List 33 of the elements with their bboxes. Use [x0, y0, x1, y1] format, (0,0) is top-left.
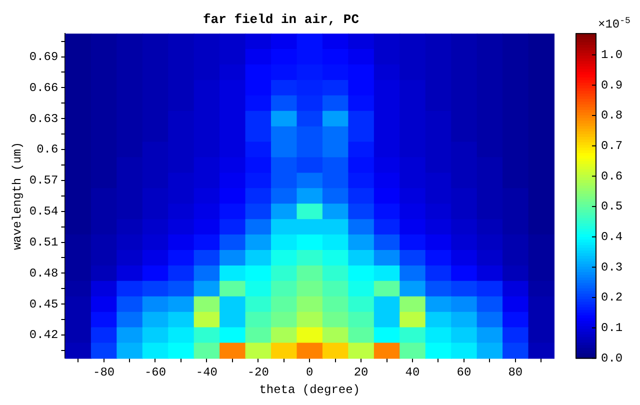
color-bar-label: 0.4 — [601, 230, 623, 244]
x-tick-label: 40 — [405, 366, 420, 380]
y-tick-label: 0.63 — [29, 112, 58, 126]
x-tick-label: -60 — [144, 366, 166, 380]
color-bar-label: 0.1 — [601, 321, 623, 336]
color-bar-label: 1.0 — [601, 48, 623, 62]
color-bar-label: 0.2 — [601, 290, 623, 305]
y-tick-label: 0.51 — [29, 235, 58, 250]
y-tick-label: 0.57 — [29, 174, 58, 188]
y-tick-label: 0.42 — [29, 328, 58, 342]
x-tick-label: 20 — [354, 366, 368, 380]
x-tick-label: -20 — [247, 366, 269, 380]
y-tick-label: 0.48 — [29, 266, 58, 280]
y-tick-label: 0.66 — [29, 80, 58, 95]
chart-title: far field in air, PC — [202, 12, 360, 28]
color-bar-label: 0.9 — [601, 78, 623, 92]
y-tick-label: 0.69 — [29, 50, 58, 64]
y-tick-label: 0.6 — [36, 142, 58, 157]
color-bar-label: 0.0 — [601, 351, 623, 366]
x-tick-label: 60 — [456, 366, 472, 380]
color-bar-label: 0.7 — [601, 139, 623, 154]
x-tick-label: -40 — [196, 366, 218, 380]
color-bar-label: 0.3 — [601, 260, 623, 274]
color-bar-label: 0.8 — [601, 108, 623, 123]
color-bar-label: 0.6 — [601, 169, 623, 184]
y-tick-label: 0.45 — [29, 297, 58, 312]
y-tick-label: 0.54 — [29, 204, 58, 219]
x-tick-label: 80 — [508, 366, 523, 380]
x-axis-title: theta (degree) — [259, 382, 360, 397]
y-axis-title: wavelength (um) — [10, 142, 24, 250]
x-tick-label: 0 — [306, 366, 314, 380]
color-bar-label: 0.5 — [601, 200, 623, 214]
x-tick-label: -80 — [92, 366, 115, 380]
